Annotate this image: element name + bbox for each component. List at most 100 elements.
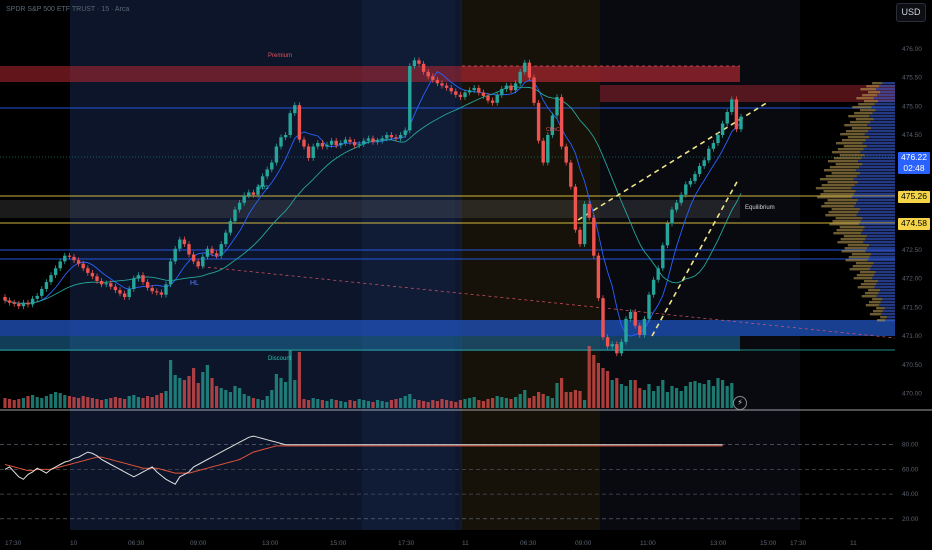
discount-zone-lower	[0, 336, 740, 351]
volume-bar	[458, 400, 462, 408]
volume-bar	[219, 388, 223, 408]
volume-profile	[815, 82, 895, 322]
volume-bar	[247, 396, 251, 408]
candle-body	[518, 71, 522, 84]
volume-bar	[316, 399, 320, 408]
volume-bar	[17, 399, 21, 408]
candle-body	[150, 287, 154, 292]
candle-body	[159, 292, 164, 295]
time-tick-label: 15:00	[330, 540, 347, 547]
volume-bar	[463, 399, 467, 408]
profile-bar-down	[872, 277, 895, 280]
profile-bar-down	[853, 178, 895, 181]
candle-body	[734, 99, 739, 130]
profile-bar-down	[884, 307, 895, 310]
premium-label: Premium	[268, 53, 293, 59]
volume-bar	[164, 391, 168, 408]
candle-body	[564, 146, 568, 163]
volume-bar	[210, 378, 214, 408]
volume-bar	[514, 397, 518, 408]
profile-bar-down	[851, 187, 895, 190]
candle-body	[720, 123, 725, 135]
candle-body	[431, 76, 435, 80]
volume-bar	[422, 401, 426, 408]
lightning-icon[interactable]: ⚡	[733, 396, 747, 410]
profile-bar-up	[839, 226, 865, 229]
candle-body	[329, 140, 334, 145]
price-tick-label: 472.00	[902, 276, 922, 283]
symbol-title: SPDR S&P 500 ETF TRUST · 15 · Arca	[6, 6, 130, 13]
candle-body	[99, 280, 104, 285]
profile-bar-up	[880, 316, 887, 319]
volume-bar	[72, 397, 76, 408]
candle-body	[684, 184, 688, 195]
candle-body	[283, 135, 288, 138]
candle-body	[509, 85, 513, 91]
volume-bar	[389, 400, 393, 408]
profile-bar-up	[836, 142, 863, 145]
candle-body	[495, 94, 499, 103]
volume-bar	[500, 397, 504, 408]
profile-bar-up	[835, 163, 863, 166]
candle-body	[343, 139, 348, 144]
profile-bar-down	[866, 145, 895, 148]
volume-bar	[564, 392, 568, 408]
volume-bar	[647, 384, 651, 408]
candle-body	[316, 143, 320, 147]
candle-body	[504, 85, 509, 90]
currency-button[interactable]: USD	[896, 3, 926, 22]
profile-bar-down	[876, 94, 895, 97]
profile-bar-up	[860, 283, 877, 286]
profile-bar-up	[846, 130, 869, 133]
volume-bar	[123, 399, 127, 408]
candle-body	[164, 284, 168, 295]
profile-bar-up	[854, 112, 873, 115]
candle-body	[458, 94, 463, 98]
volume-bar	[578, 391, 582, 408]
session-background	[460, 0, 600, 530]
profile-bar-up	[828, 160, 859, 163]
candle-body	[113, 286, 118, 291]
profile-bar-down	[870, 121, 895, 124]
volume-bar	[491, 398, 495, 408]
candle-body	[228, 221, 233, 233]
profile-bar-down	[873, 97, 895, 100]
profile-bar-down	[867, 259, 895, 262]
volume-bar	[63, 395, 67, 408]
candle-body	[472, 87, 476, 91]
last-price-tag: 476.22 02:48	[898, 152, 930, 174]
time-tick-label: 09:00	[575, 540, 592, 547]
time-tick-label: 13:00	[710, 540, 727, 547]
time-tick-label: 06:30	[128, 540, 145, 547]
candle-body	[366, 138, 371, 141]
candle-body	[371, 138, 375, 142]
volume-bar	[555, 383, 559, 408]
profile-bar-down	[867, 124, 895, 127]
volume-bar	[261, 400, 265, 408]
volume-bar	[293, 380, 297, 408]
volume-bar	[707, 380, 711, 408]
candle-body	[334, 140, 338, 146]
profile-bar-down	[869, 256, 895, 259]
time-tick-label: 11	[850, 540, 857, 547]
volume-bar	[619, 384, 623, 408]
volume-bar	[730, 383, 734, 408]
volume-bar	[297, 352, 301, 408]
countdown-value: 02:48	[903, 163, 925, 173]
candle-body	[224, 232, 228, 245]
volume-bar	[311, 398, 315, 408]
candle-body	[242, 195, 246, 203]
candle-body	[707, 148, 711, 161]
profile-bar-down	[885, 319, 895, 322]
volume-bar	[146, 396, 150, 408]
candle-body	[688, 180, 693, 185]
candle-body	[12, 302, 16, 304]
volume-bar	[376, 400, 380, 408]
profile-bar-up	[840, 133, 865, 136]
profile-bar-down	[866, 235, 895, 238]
wedge-lower-line	[651, 179, 739, 337]
volume-bar	[652, 391, 656, 408]
profile-bar-down	[878, 304, 895, 307]
candle-body	[739, 116, 743, 130]
